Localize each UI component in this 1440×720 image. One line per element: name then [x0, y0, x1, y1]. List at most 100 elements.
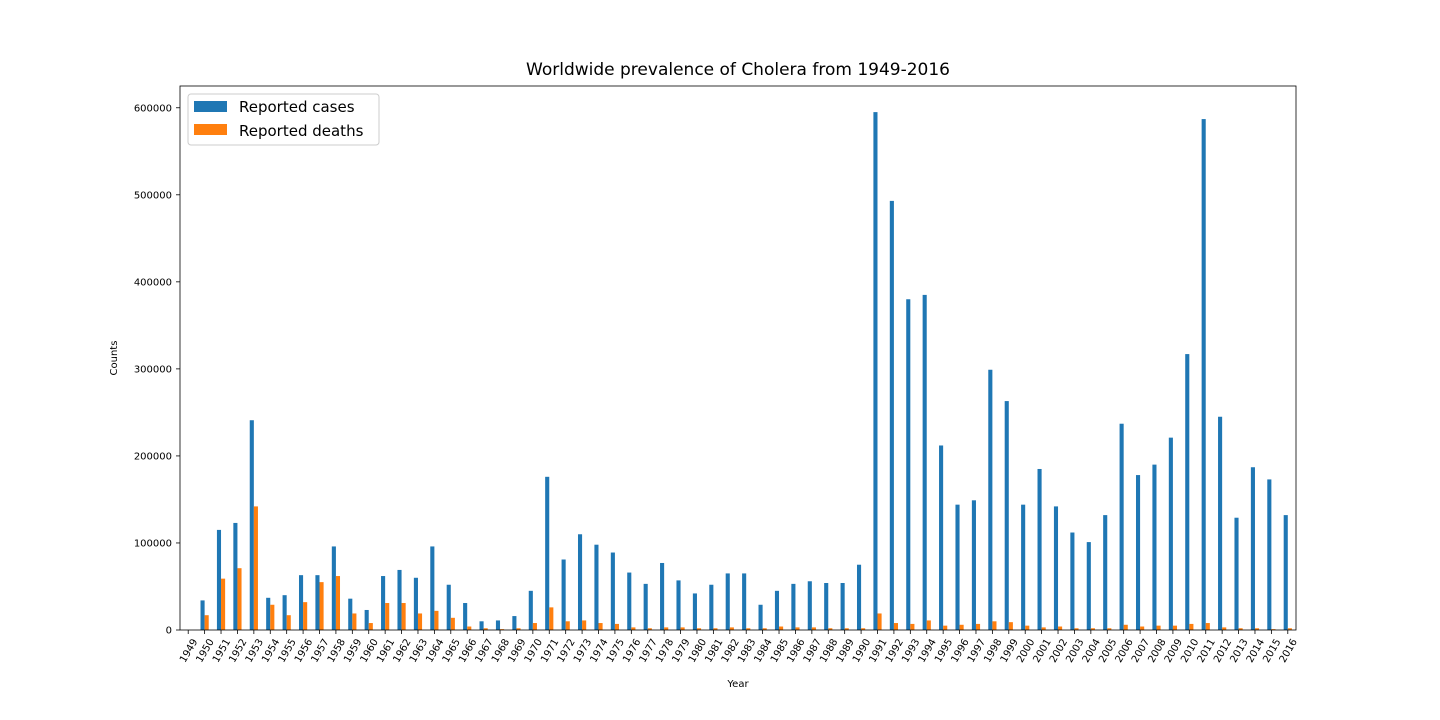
bar-reported-cases-1985	[774, 590, 780, 630]
bar-reported-cases-2003	[1070, 532, 1075, 630]
bar-reported-deaths-1983	[746, 628, 751, 630]
bar-reported-cases-1950	[200, 600, 205, 630]
bar-reported-cases-1955	[282, 595, 287, 630]
bar-reported-cases-1994	[922, 294, 927, 630]
bar-reported-deaths-1990	[861, 628, 866, 630]
bar-reported-cases-1957	[315, 575, 320, 630]
bar-reported-deaths-1986	[795, 627, 800, 630]
legend-swatch-reported-cases	[194, 101, 227, 112]
bar-reported-deaths-1991	[877, 613, 882, 630]
bar-reported-deaths-2007	[1140, 626, 1145, 630]
bar-reported-cases-1987	[807, 581, 812, 630]
bar-reported-deaths-1968	[500, 629, 505, 630]
bar-reported-deaths-2001	[1041, 627, 1046, 630]
bar-reported-cases-1975	[610, 552, 615, 630]
bar-reported-cases-1970	[528, 590, 533, 630]
bar-reported-deaths-1999	[1008, 622, 1013, 630]
bar-reported-deaths-2003	[1074, 628, 1079, 630]
bar-reported-cases-1980	[692, 593, 697, 630]
y-tick-label: 600000	[134, 103, 172, 114]
bar-reported-deaths-1981	[713, 628, 718, 630]
y-tick-label: 300000	[134, 364, 172, 375]
bar-reported-cases-2005	[1103, 515, 1108, 630]
plot-frame	[179, 85, 1297, 631]
bar-reported-deaths-1993	[910, 623, 915, 630]
bar-reported-deaths-1987	[811, 627, 816, 630]
bar-reported-cases-1956	[298, 575, 304, 630]
bar-reported-deaths-1978	[664, 627, 669, 630]
legend-label-reported-cases: Reported cases	[239, 98, 355, 116]
bar-reported-deaths-1989	[844, 628, 849, 630]
bar-reported-cases-1992	[889, 200, 894, 630]
bar-reported-deaths-2014	[1254, 628, 1260, 630]
bar-reported-deaths-2015	[1271, 629, 1276, 630]
bar-reported-deaths-1969	[516, 628, 521, 630]
bar-reported-deaths-1955	[286, 615, 291, 630]
bar-reported-cases-1958	[331, 546, 336, 630]
bar-reported-cases-1995	[939, 445, 944, 630]
bar-reported-cases-1952	[233, 522, 238, 630]
bar-reported-cases-1967	[479, 621, 484, 630]
bar-reported-cases-1976	[627, 572, 632, 630]
bar-reported-deaths-1950	[204, 615, 209, 630]
bar-reported-deaths-1966	[467, 626, 472, 630]
bar-reported-deaths-1980	[696, 628, 702, 630]
bar-reported-deaths-2000	[1025, 625, 1030, 630]
bar-reported-cases-1974	[594, 544, 599, 630]
bar-reported-deaths-2005	[1107, 628, 1112, 630]
bar-reported-deaths-1960	[368, 623, 373, 630]
bars-layer	[200, 112, 1292, 631]
bar-reported-cases-2008	[1152, 464, 1157, 630]
bar-reported-deaths-2006	[1123, 624, 1128, 630]
bar-reported-cases-1999	[1004, 401, 1009, 630]
bar-reported-deaths-1973	[582, 620, 587, 630]
bar-reported-cases-1979	[676, 580, 681, 630]
bar-reported-deaths-1998	[992, 621, 997, 630]
bar-reported-deaths-1974	[598, 623, 603, 630]
y-tick-label: 500000	[134, 190, 172, 201]
bar-reported-cases-1984	[758, 604, 763, 630]
legend-box	[187, 93, 380, 146]
bar-reported-cases-2001	[1037, 468, 1042, 630]
bar-reported-deaths-1956	[303, 602, 308, 630]
bar-reported-deaths-1970	[532, 623, 537, 630]
bar-reported-deaths-1953	[253, 506, 258, 630]
chart-title: Worldwide prevalence of Cholera from 194…	[526, 60, 950, 80]
bar-reported-cases-1969	[512, 616, 517, 630]
bar-reported-cases-1960	[364, 609, 369, 630]
bar-reported-cases-2011	[1201, 119, 1206, 630]
bar-reported-deaths-1957	[319, 582, 324, 630]
bar-reported-deaths-1958	[335, 576, 341, 630]
x-axis: 1949195019511952195319541955195619571958…	[178, 630, 1300, 665]
bar-reported-cases-1977	[643, 583, 648, 630]
y-axis: 0 100000 200000 300000 400000 500000 600000	[134, 103, 180, 637]
bar-reported-deaths-1964	[434, 610, 439, 630]
bar-reported-cases-1961	[381, 576, 386, 630]
bar-reported-cases-2004	[1086, 542, 1091, 630]
bar-reported-deaths-1997	[975, 623, 981, 630]
bar-reported-deaths-1979	[680, 627, 685, 630]
bar-reported-deaths-1975	[614, 623, 620, 630]
y-tick-label: 100000	[134, 538, 172, 549]
bar-reported-deaths-1976	[631, 627, 636, 630]
bar-reported-cases-1978	[660, 562, 665, 630]
bar-reported-deaths-1994	[926, 620, 931, 630]
bar-reported-deaths-1967	[483, 628, 488, 630]
bar-reported-cases-2012	[1218, 416, 1223, 630]
bar-reported-deaths-1963	[417, 613, 423, 630]
bar-reported-deaths-1996	[959, 624, 964, 630]
bar-reported-deaths-1982	[729, 627, 734, 630]
bar-reported-cases-1963	[413, 577, 418, 630]
bar-reported-cases-1982	[725, 573, 730, 630]
bar-reported-cases-1968	[495, 620, 501, 630]
y-tick-label: 0	[166, 626, 172, 637]
bar-reported-cases-1989	[840, 583, 845, 630]
legend-swatch-reported-deaths	[194, 124, 227, 135]
bar-reported-cases-1951	[216, 529, 222, 630]
legend: Reported cases Reported deaths	[187, 93, 380, 146]
bar-reported-cases-1953	[249, 420, 254, 630]
y-tick-label: 200000	[134, 451, 172, 462]
bar-reported-deaths-1988	[828, 628, 833, 630]
x-axis-label: Year	[726, 679, 749, 690]
